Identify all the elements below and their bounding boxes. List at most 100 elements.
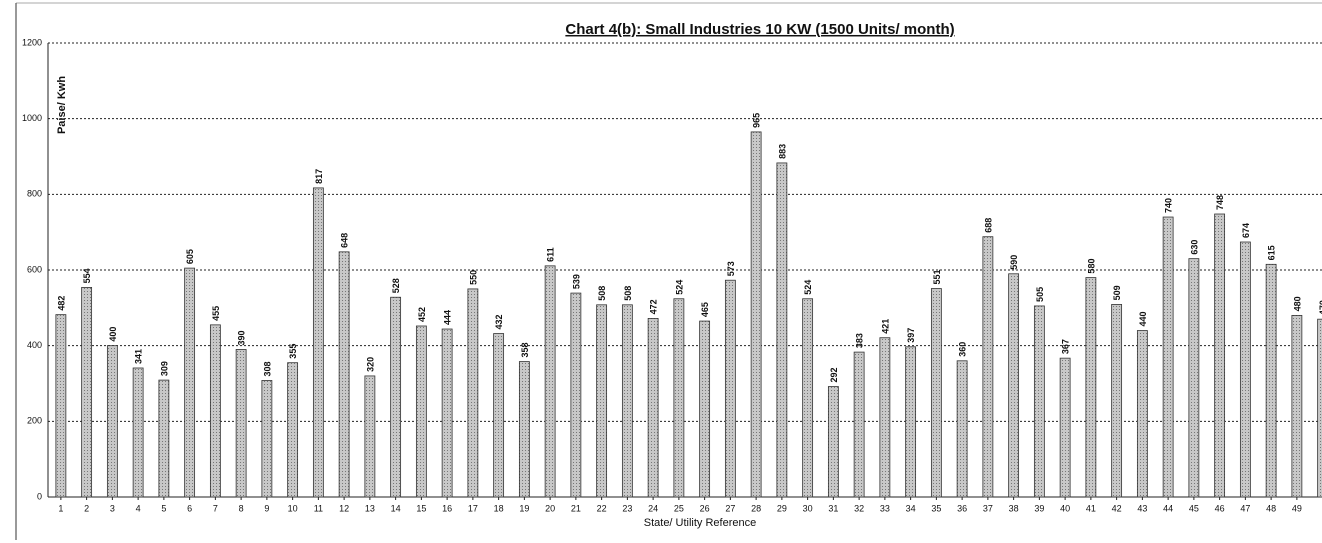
x-tick-label: 49: [1292, 503, 1302, 513]
bar: [158, 379, 170, 498]
bar: [209, 324, 221, 498]
x-tick-label: 37: [983, 503, 993, 513]
value-label: 573: [726, 261, 736, 276]
x-tick-label: 29: [777, 503, 787, 513]
bar: [853, 351, 865, 498]
bar: [1085, 277, 1097, 498]
value-label: 630: [1189, 240, 1199, 255]
bar: [287, 362, 299, 498]
chart-title: Chart 4(b): Small Industries 10 KW (1500…: [565, 21, 954, 38]
value-label: 472: [649, 299, 659, 314]
x-axis-label: State/ Utility Reference: [644, 517, 757, 529]
bar: [467, 288, 479, 498]
x-tick-label: 28: [751, 503, 761, 513]
value-label: 524: [803, 280, 813, 295]
x-tick-label: 10: [288, 503, 298, 513]
bar: [544, 265, 556, 498]
bar: [312, 187, 324, 498]
bar: [982, 236, 994, 498]
value-label: 465: [700, 302, 710, 317]
x-tick-label: 7: [213, 503, 218, 513]
bar: [1317, 318, 1322, 498]
bar: [1111, 304, 1123, 498]
value-label: 740: [1164, 198, 1174, 213]
x-tick-label: 34: [906, 503, 916, 513]
bar: [441, 328, 453, 498]
bar: [724, 279, 736, 498]
bar: [338, 251, 350, 498]
bar: [1214, 213, 1226, 498]
x-tick-label: 11: [314, 503, 323, 513]
bar: [1188, 258, 1200, 498]
x-tick-label: 48: [1266, 503, 1276, 513]
bar: [1033, 305, 1045, 498]
x-tick-label: 23: [622, 503, 632, 513]
value-label: 528: [391, 278, 401, 293]
value-label: 688: [983, 218, 993, 233]
x-tick-label: 44: [1163, 503, 1173, 513]
value-label: 817: [314, 169, 324, 184]
x-tick-label: 16: [442, 503, 452, 513]
bar: [956, 360, 968, 498]
bar: [493, 333, 505, 498]
bar: [518, 361, 530, 498]
x-tick-label: 4: [136, 503, 141, 513]
y-tick-label: 0: [37, 491, 42, 501]
bar: [673, 298, 685, 498]
x-tick-label: 12: [339, 503, 349, 513]
x-tick-label: 42: [1112, 503, 1122, 513]
value-label: 748: [1215, 195, 1225, 210]
x-tick-label: 17: [468, 503, 478, 513]
value-label: 360: [958, 342, 968, 357]
y-tick-label: 1200: [22, 37, 42, 47]
value-label: 539: [571, 274, 581, 289]
value-label: 358: [520, 343, 530, 358]
bar: [106, 345, 118, 498]
bar: [776, 162, 788, 498]
bar: [184, 267, 196, 498]
value-label: 505: [1035, 287, 1045, 302]
x-tick-label: 38: [1009, 503, 1019, 513]
bar: [596, 304, 608, 498]
x-tick-label: 5: [161, 503, 166, 513]
x-tick-label: 15: [416, 503, 426, 513]
bar: [364, 375, 376, 498]
value-label: 320: [365, 357, 375, 372]
value-label: 508: [597, 286, 607, 301]
x-tick-label: 47: [1240, 503, 1250, 513]
x-tick-label: 31: [828, 503, 838, 513]
y-tick-label: 400: [27, 340, 42, 350]
value-label: 965: [752, 113, 762, 128]
bar: [621, 304, 633, 498]
x-tick-label: 3: [110, 503, 115, 513]
value-label: 452: [417, 307, 427, 322]
x-tick-label: 18: [494, 503, 504, 513]
value-label: 432: [494, 315, 504, 330]
bar: [827, 386, 839, 498]
value-label: 509: [1112, 285, 1122, 300]
value-label: 480: [1292, 296, 1302, 311]
bar: [1291, 314, 1303, 498]
y-tick-label: 600: [27, 264, 42, 274]
x-tick-label: 26: [700, 503, 710, 513]
bar: [1239, 241, 1251, 498]
y-tick-label: 1000: [22, 113, 42, 123]
value-label: 615: [1267, 245, 1277, 260]
value-label: 292: [829, 367, 839, 382]
value-label: 590: [1009, 255, 1019, 270]
value-label: 482: [56, 296, 66, 311]
value-label: 308: [262, 361, 272, 376]
bar: [132, 367, 144, 498]
x-tick-label: 45: [1189, 503, 1199, 513]
value-label: 383: [855, 333, 865, 348]
bar: [55, 314, 67, 498]
value-label: 390: [237, 330, 247, 345]
bar: [647, 318, 659, 498]
y-tick-label: 200: [27, 416, 42, 426]
value-label: 355: [288, 344, 298, 359]
x-tick-label: 33: [880, 503, 890, 513]
value-label: 455: [211, 306, 221, 321]
bar: [235, 349, 247, 498]
value-label: 397: [906, 328, 916, 343]
